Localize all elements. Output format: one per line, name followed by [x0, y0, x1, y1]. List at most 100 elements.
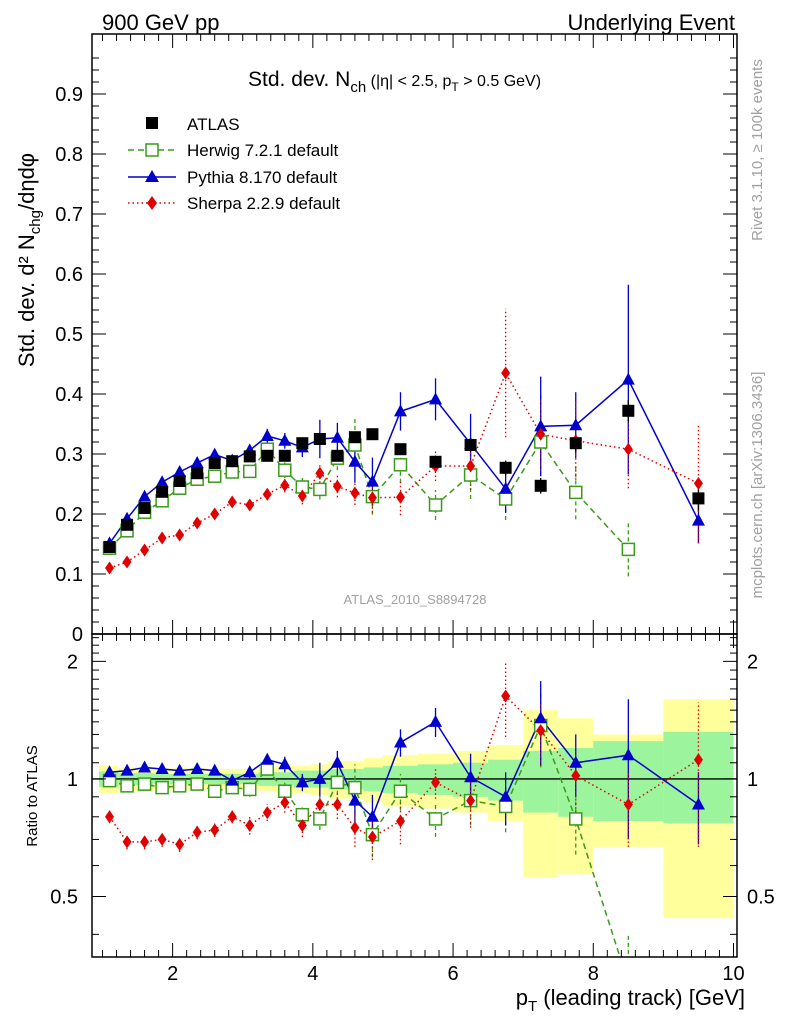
x-tick-label-2: 2 [167, 963, 178, 985]
ly-tick-label-right-2: 2 [747, 651, 758, 673]
upper-sherpa-point-11 [297, 489, 307, 503]
ratio-sherpa-point-20 [536, 724, 546, 738]
upper-atlas-point-17 [429, 455, 442, 468]
upper-sherpa-point-16 [395, 490, 405, 504]
uy-tick-label-0_8: 0.8 [55, 144, 83, 166]
upper-sherpa-point-2 [140, 543, 150, 557]
ratio-sherpa-point-23 [693, 753, 703, 767]
upper-error-bars [108, 284, 700, 577]
upper-y-axis-label: Std. dev. d² Nchg/dηdφ [14, 153, 44, 367]
x-axis-label-sub: T [528, 998, 537, 1015]
upper-atlas-point-11 [296, 437, 309, 450]
upper-pythia-point-23 [691, 513, 705, 526]
upper-atlas-point-9 [261, 449, 274, 462]
upper-pythia-point-22 [621, 372, 635, 385]
upper-atlas-point-14 [348, 431, 361, 444]
ratio-pythia-point-9 [260, 752, 274, 765]
ly-tick-label-right-0_5: 0.5 [747, 887, 775, 909]
legend: ATLAS Herwig 7.2.1 default Pythia 8.170 … [128, 115, 340, 213]
legend-sherpa-marker [147, 196, 157, 210]
upper-sherpa-point-5 [192, 516, 202, 530]
upper-pythia-point-15 [365, 474, 379, 487]
top-left-label: 900 GeV pp [102, 10, 219, 35]
upper-atlas-point-19 [499, 461, 512, 474]
upper-sherpa-point-15 [367, 491, 377, 505]
upper-y-axis-label-main: Std. dev. d² N [14, 234, 39, 367]
x-tick-label-10: 10 [722, 963, 744, 985]
ratio-sherpa-point-11 [297, 818, 307, 832]
x-tick-label-8: 8 [588, 963, 599, 985]
uy-tick-label-0_6: 0.6 [55, 264, 83, 286]
uy-tick-label-0_3: 0.3 [55, 444, 83, 466]
upper-herwig-point-21 [569, 485, 583, 500]
upper-sherpa-point-3 [157, 531, 167, 545]
upper-sherpa-point-18 [466, 459, 476, 473]
ratio-pythia-point-4 [173, 763, 187, 776]
upper-sherpa-point-22 [623, 442, 633, 456]
ratio-sherpa-point-14 [350, 821, 360, 835]
upper-atlas-point-23 [692, 492, 705, 505]
ratio-pythia-point-13 [330, 755, 344, 768]
legend-herwig-label: Herwig 7.2.1 default [187, 141, 338, 160]
upper-atlas-point-4 [173, 475, 186, 487]
ratio-sherpa-point-5 [192, 825, 202, 839]
upper-herwig-point-22 [621, 542, 636, 557]
upper-sherpa-point-7 [227, 495, 237, 509]
ratio-sherpa-point-1 [122, 835, 132, 849]
ratio-herwig-point-13 [330, 775, 345, 790]
ratio-pythia-point-0 [103, 765, 117, 778]
ratio-herwig-point-19 [498, 799, 513, 814]
ratio-herwig-point-8 [242, 782, 257, 797]
upper-sherpa-point-4 [175, 528, 185, 542]
ly-tick-label-right-1: 1 [747, 769, 758, 791]
ratio-herwig-point-9 [260, 762, 275, 776]
side-label-rivet: Rivet 3.1.10, ≥ 100k events [749, 59, 766, 241]
ratio-pythia-point-19 [499, 789, 513, 802]
ratio-pythia-point-3 [155, 762, 169, 775]
upper-pythia-point-17 [429, 392, 443, 405]
ratio-sherpa-point-2 [140, 835, 150, 849]
upper-pythia-point-5 [190, 456, 204, 468]
upper-y-axis-label-end: /dηdφ [14, 153, 39, 210]
ratio-pythia-point-16 [393, 735, 407, 748]
upper-sherpa-point-23 [693, 476, 703, 490]
ratio-pythia-point-11 [295, 775, 309, 788]
upper-atlas-point-0 [103, 541, 116, 553]
axes: 2 4 6 8 10 0 0.1 0.2 0.3 0.4 0.5 0.6 0.7 0.8 0.9 0.5 0.5… [50, 34, 775, 985]
ratio-sherpa-point-22 [623, 798, 633, 812]
upper-pythia-point-21 [569, 418, 583, 431]
ratio-herwig-point-14 [348, 780, 362, 795]
upper-pythia-point-20 [534, 419, 548, 432]
uy-tick-label-0_9: 0.9 [55, 84, 83, 106]
lower-markers [102, 689, 705, 851]
ratio-sherpa-point-17 [431, 775, 441, 789]
upper-atlas-point-16 [394, 443, 407, 456]
upper-sherpa-point-9 [262, 487, 272, 501]
upper-herwig-point-10 [278, 463, 292, 477]
x-axis-label: pT (leading track) [GeV] [516, 985, 745, 1015]
uy-tick-label-0_7: 0.7 [55, 204, 83, 226]
upper-atlas-point-1 [121, 518, 134, 531]
upper-sherpa-point-14 [350, 486, 360, 500]
upper-atlas-point-15 [366, 428, 379, 441]
legend-herwig-marker [145, 143, 159, 157]
legend-atlas: ATLAS [146, 115, 240, 134]
ratio-herwig-point-16 [393, 784, 408, 798]
ratio-herwig-point-1 [120, 779, 134, 793]
ratio-pythia-point-6 [208, 763, 222, 776]
ratio-herwig-point-2 [137, 777, 152, 791]
upper-sherpa-point-20 [536, 427, 546, 441]
ratio-sherpa-line [108, 694, 699, 846]
side-label-mcplots: mcplots.cern.ch [arXiv:1306.3436] [749, 372, 766, 599]
uy-tick-label-0: 0 [72, 624, 83, 646]
ratio-sherpa-point-16 [395, 814, 405, 828]
ratio-sherpa-point-15 [367, 830, 377, 844]
ratio-herwig-point-6 [207, 784, 222, 798]
x-axis-label-main: p [516, 985, 528, 1010]
legend-sherpa-label: Sherpa 2.2.9 default [187, 194, 340, 213]
upper-atlas-point-21 [569, 437, 582, 450]
plot-title-sub: ch [350, 79, 366, 96]
ratio-sherpa-point-6 [210, 823, 220, 837]
upper-herwig-point-16 [393, 458, 408, 472]
ratio-pythia-point-7 [225, 773, 239, 786]
